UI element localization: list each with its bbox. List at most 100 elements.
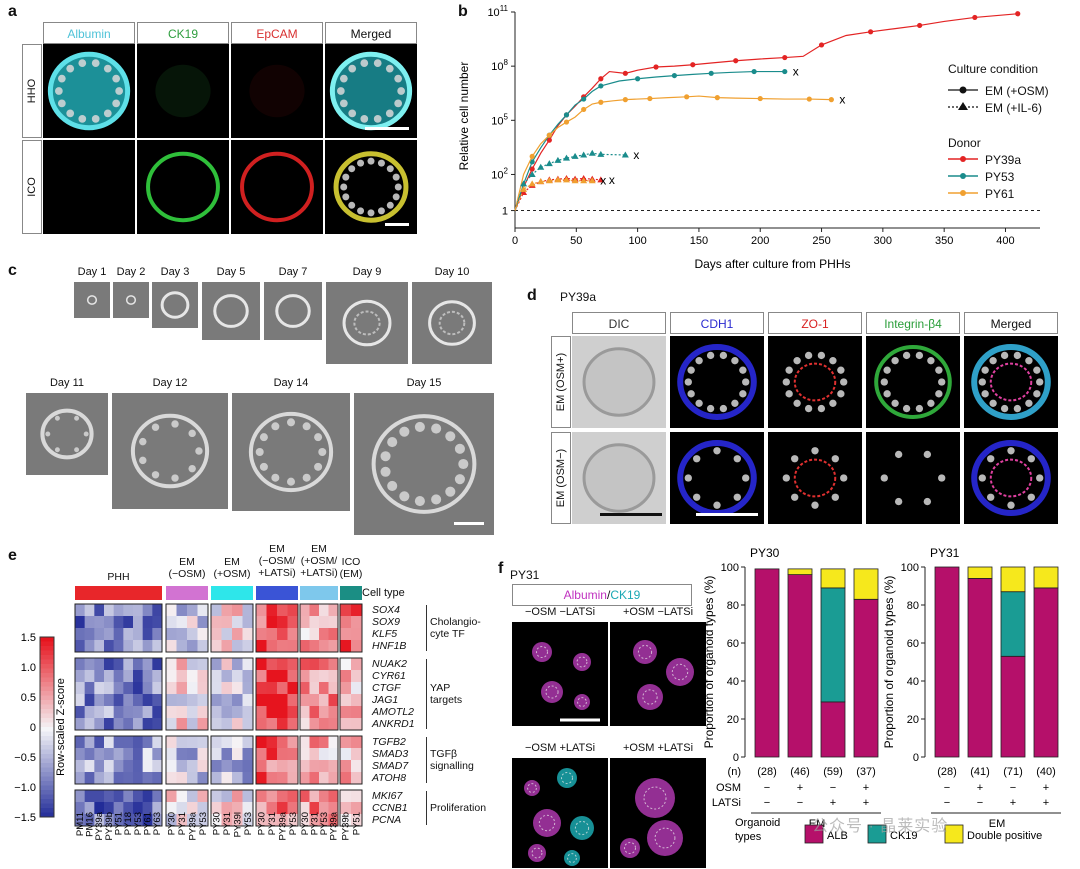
heatmap-cell [166,640,177,653]
colorbar-tick: 1.5 [21,632,36,644]
integrin-b4-stain [880,450,946,506]
heatmap-cell [133,814,143,827]
heatmap-cell [277,658,288,671]
nucleus [357,159,365,167]
heatmap-cell [176,748,188,761]
heatmap-cell [266,718,278,731]
organoid-nuclei [561,772,573,784]
nucleus [357,207,365,215]
heatmap-cell [187,802,198,815]
organoid-lumen [353,310,381,336]
heatmap-cell [94,802,105,815]
heatmap-cell [256,658,267,671]
merged-ico [333,151,409,223]
heatmap-cell [232,604,243,617]
heatmap-cell [197,748,209,761]
gene-block-bracket [426,605,427,651]
nucleus [902,351,911,360]
data-point [554,176,562,183]
legend-condition-osm: EM (+OSM) [985,84,1049,98]
heatmap-cell [75,718,85,731]
heatmap-cell [242,604,254,617]
heatmap-cell [232,814,243,827]
heatmap-cell [256,760,267,773]
heatmap-cell [277,748,288,761]
nucleus [103,64,112,73]
heatmap-cell [242,706,254,719]
nucleus [66,64,75,73]
row-label-osm-plus: EM (OSM+) [551,336,571,428]
heatmap-block-border [165,603,209,653]
nucleus [339,74,348,83]
heatmap-cell [75,670,85,683]
heatmap-cell [187,736,198,749]
organoid-ring [248,411,334,493]
y-tick-label: 80 [907,600,919,612]
heatmap-cell [211,658,222,671]
heatmap-cell [94,628,105,641]
nucleus [387,480,398,491]
heatmap-cell [197,718,209,731]
nucleus [891,399,899,407]
colorbar-segment [40,776,54,782]
panel-f-stain-header: Albumin/CK19 [512,584,692,606]
nucleus [829,399,837,407]
image-hho-0 [43,44,135,138]
heatmap-cell [152,640,163,653]
heatmap-cell [319,640,329,653]
heatmap-cell [113,790,124,803]
nucleus [377,207,385,215]
heatmap-cell [287,682,299,695]
nucleus [399,491,410,502]
panel-f-donor: PY31 [510,568,540,582]
heatmap-cell [309,604,320,617]
heatmap-cell [197,616,209,629]
heatmap-cell [113,748,124,761]
colorbar-segment [40,691,54,696]
heatmap-cell [113,604,124,617]
nucleus [894,497,903,506]
row-label-text: HHO [26,78,39,104]
sample-size: (40) [1036,766,1056,778]
data-point [622,70,628,76]
heatmap-cell [319,706,329,719]
nucleus [339,99,348,108]
organoid-brightfield [130,413,210,489]
y-tick-label: 100 [901,562,919,574]
heatmap-cell [351,760,363,773]
heatmap-cell [123,772,134,785]
nucleus [731,357,739,365]
heatmap-cell [340,682,352,695]
legend-label: ALB [827,830,848,842]
nucleus [782,378,790,386]
scale-bar [600,513,662,516]
merged-hho [329,51,413,131]
nucleus [742,378,750,386]
heatmap-cell [152,760,163,773]
day-label: Day 5 [216,266,246,278]
organoid [635,778,675,818]
heatmap-cell [242,616,254,629]
gene-label: SOX9 [372,616,401,628]
em-label: EM [989,818,1006,830]
heatmap-cell [187,628,198,641]
heatmap-cell [176,718,188,731]
ck19-label: CK19 [610,588,641,602]
organoid-brightfield [40,408,94,460]
data-point [580,151,588,158]
heatmap-cell [351,604,363,617]
gene-label: KLF5 [372,628,398,640]
heatmap-cell [123,616,134,629]
nucleus [103,109,112,118]
nucleus [392,193,400,201]
heatmap-cell [176,790,188,803]
heatmap-cell [142,706,153,719]
nucleus [782,474,790,482]
gene-label: AMOTL2 [372,706,415,718]
heatmap-cell [187,640,198,653]
heatmap-cell [152,616,163,629]
heatmap-cell [142,748,153,761]
nucleus [804,351,813,360]
heatmap-cell [94,706,105,719]
heatmap-cell [133,682,143,695]
